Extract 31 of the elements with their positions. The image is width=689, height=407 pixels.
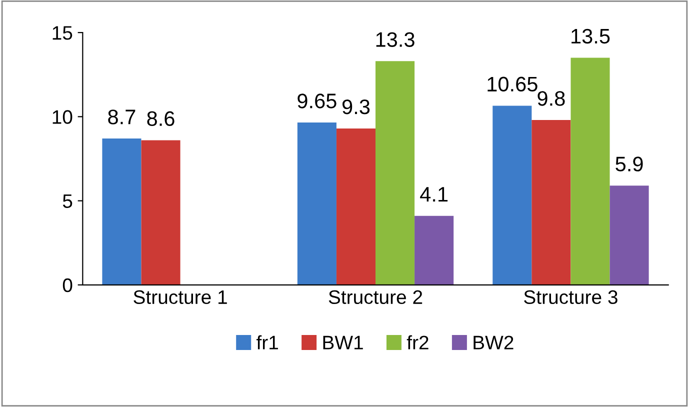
data-label: 10.65 [488, 76, 538, 92]
data-label: 8.7 [108, 110, 136, 124]
x-tick-label: Structure 2 [328, 290, 422, 304]
bar [102, 138, 142, 285]
data-label: 9.65 [298, 94, 336, 108]
y-tick-label: 5 [62, 194, 72, 208]
bar [376, 61, 415, 285]
legend-label: BW2 [474, 336, 514, 350]
bar [297, 122, 336, 285]
data-label: 8.6 [147, 111, 174, 126]
y-tick-label: 10 [52, 110, 72, 124]
bar [414, 216, 454, 285]
data-label: 9.8 [538, 91, 565, 106]
data-label: 4.1 [420, 187, 448, 202]
legend-label: BW1 [323, 336, 363, 350]
y-tick-label: 0 [62, 278, 72, 292]
bar [532, 120, 571, 285]
bar [141, 140, 180, 285]
bar [336, 128, 376, 285]
data-label: 13.5 [572, 28, 610, 44]
data-label: 5.9 [616, 156, 643, 172]
y-tick-label: 15 [52, 26, 72, 40]
data-label: 13.3 [376, 32, 414, 47]
legend-label: fr1 [256, 335, 278, 350]
bar [492, 106, 532, 285]
x-tick-label: Structure 1 [134, 290, 227, 304]
data-label: 9.3 [342, 99, 370, 114]
x-tick-label: Structure 3 [524, 290, 618, 304]
bar [610, 186, 649, 285]
bar [570, 58, 610, 285]
legend-label: fr2 [406, 335, 428, 350]
